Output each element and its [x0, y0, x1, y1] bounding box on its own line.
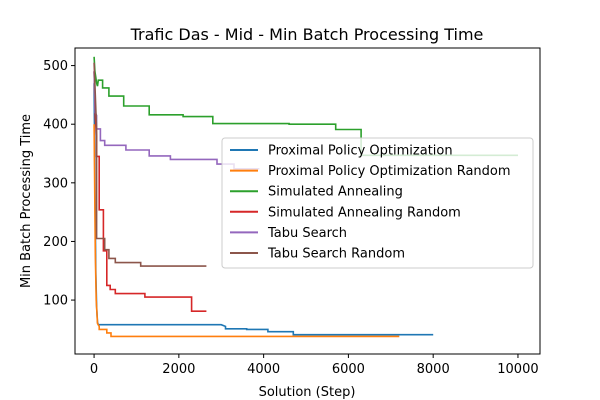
y-axis-title: Min Batch Processing Time	[19, 114, 34, 288]
y-tick-label: 100	[43, 294, 68, 309]
x-axis-ticks: 0 2000 4000 6000 8000 10000	[90, 354, 539, 377]
x-tick-label: 6000	[332, 362, 365, 377]
legend-label: Tabu Search	[267, 226, 347, 241]
x-tick-label: 2000	[162, 362, 195, 377]
x-tick-label: 8000	[417, 362, 450, 377]
legend-label: Proximal Policy Optimization Random	[268, 164, 511, 179]
x-tick-label: 10000	[497, 362, 538, 377]
y-tick-label: 300	[43, 176, 68, 191]
y-tick-label: 500	[43, 59, 68, 74]
y-axis-ticks: 100 200 300 400 500	[43, 59, 75, 309]
x-axis-title: Solution (Step)	[259, 385, 356, 400]
legend-label: Tabu Search Random	[267, 247, 405, 262]
series-line-2	[93, 124, 400, 338]
series-line-3	[93, 56, 518, 157]
legend-label: Proximal Policy Optimization	[268, 144, 453, 159]
y-tick-label: 200	[43, 235, 68, 250]
x-tick-label: 0	[90, 362, 98, 377]
legend: Proximal Policy Optimization Proximal Pol…	[221, 137, 534, 269]
chart-title: Trafic Das - Mid - Min Batch Processing …	[130, 25, 484, 44]
legend-label: Simulated Annealing	[268, 185, 403, 200]
plot-area-frame	[74, 47, 541, 355]
series-line-6	[93, 62, 207, 267]
series-layer	[93, 56, 518, 338]
legend-box	[221, 137, 534, 269]
x-tick-label: 4000	[247, 362, 280, 377]
legend-label: Simulated Annealing Random	[268, 205, 461, 220]
y-tick-label: 400	[43, 118, 68, 133]
